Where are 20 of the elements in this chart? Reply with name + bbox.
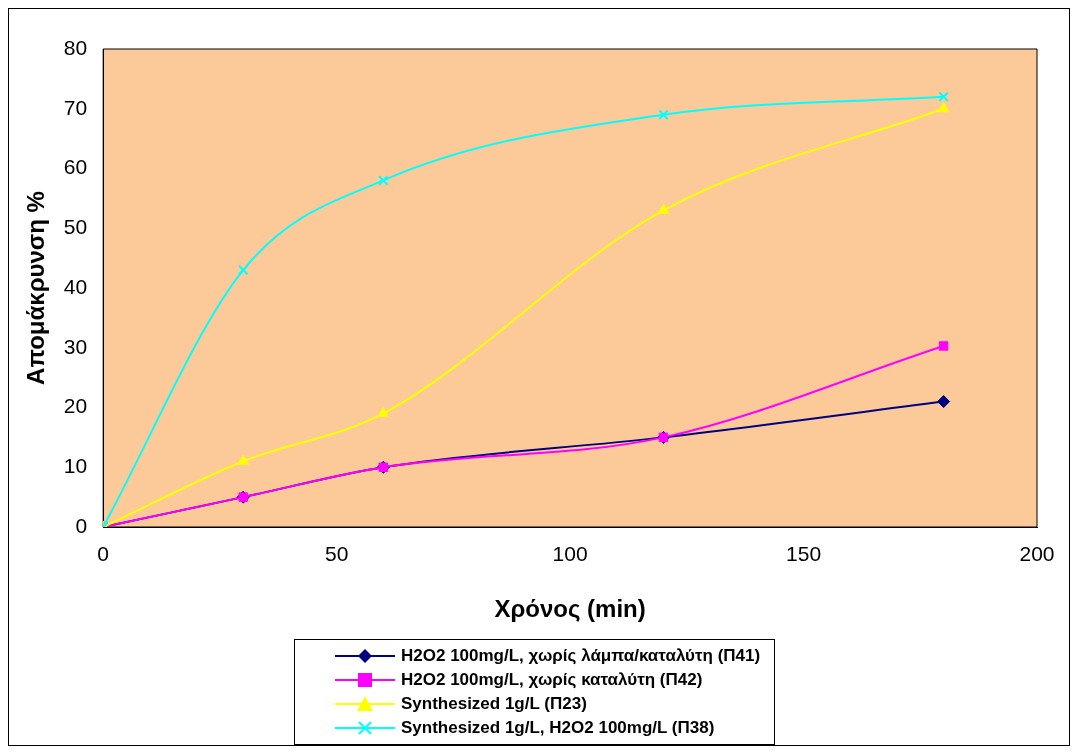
y-tick-label: 10 xyxy=(63,454,88,478)
x-tick-label: 100 xyxy=(552,542,588,566)
legend-label: H2O2 100mg/L, χωρίς λάμπα/καταλύτη (Π41) xyxy=(401,646,761,666)
x-tick-label: 50 xyxy=(324,542,349,566)
y-axis-title: Απομάκρυνση % xyxy=(22,191,50,385)
y-tick-label: 0 xyxy=(75,513,88,537)
y-tick-label: 40 xyxy=(63,274,88,298)
legend-label: H2O2 100mg/L, χωρίς καταλύτη (Π42) xyxy=(401,670,703,690)
y-tick-label: 80 xyxy=(63,35,88,59)
y-tick-label: 70 xyxy=(63,95,88,119)
x-axis-title: Χρόνος (min) xyxy=(494,595,646,623)
legend-label: Synthesized 1g/L (Π23) xyxy=(401,694,587,714)
legend-label: Synthesized 1g/L, H2O2 100mg/L (Π38) xyxy=(401,718,715,738)
x-tick-label: 150 xyxy=(786,542,822,566)
x-tick-label: 0 xyxy=(97,542,109,566)
y-tick-label: 30 xyxy=(63,334,88,358)
x-tick-label: 200 xyxy=(1019,542,1055,566)
y-tick-label: 20 xyxy=(63,394,88,418)
y-tick-label: 50 xyxy=(63,215,88,239)
y-tick-label: 60 xyxy=(63,155,88,179)
